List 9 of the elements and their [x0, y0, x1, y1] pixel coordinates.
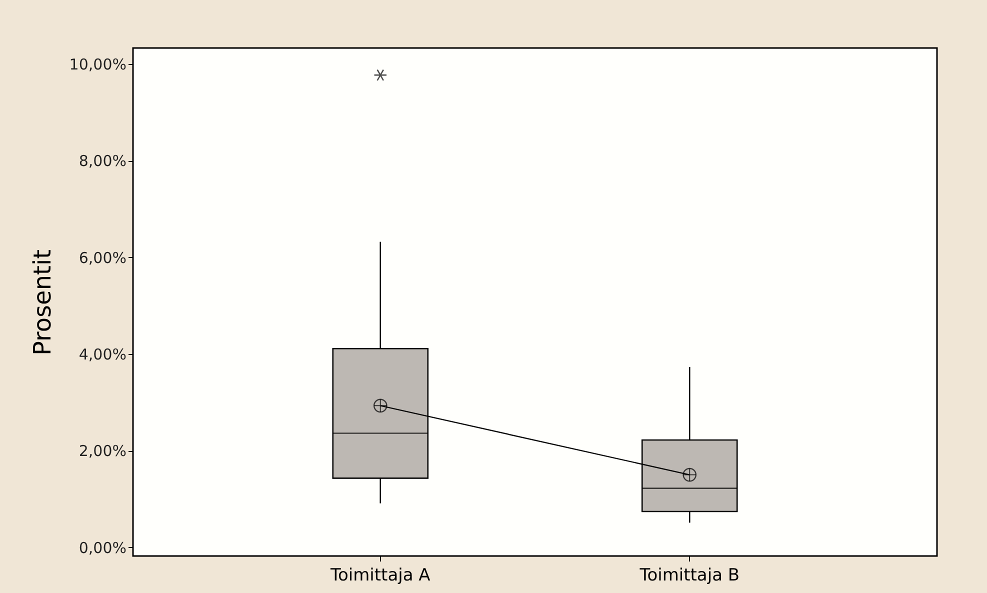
- x-tick-label: Toimittaja A: [329, 566, 431, 586]
- y-tick-label: 2,00%: [78, 442, 126, 460]
- x-tick-label: Toimittaja B: [638, 566, 740, 586]
- y-tick-label: 8,00%: [78, 152, 126, 170]
- y-axis-title: Prosentit: [28, 249, 56, 356]
- y-tick-label: 0,00%: [78, 538, 126, 557]
- y-tick-label: 10,00%: [69, 55, 126, 74]
- y-tick-label: 6,00%: [78, 248, 126, 267]
- y-tick-label: 4,00%: [78, 345, 126, 364]
